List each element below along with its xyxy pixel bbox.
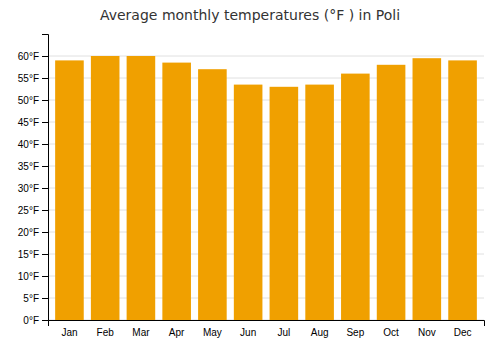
x-tick: Dec [454,327,472,338]
y-tick: 25°F [18,205,48,216]
x-tick-label: Jun [240,327,256,338]
y-tick: 20°F [18,227,48,238]
y-tick-label: 20°F [18,227,39,238]
x-tick: Aug [311,327,329,338]
y-tick: 50°F [18,95,48,106]
bar [305,85,334,320]
x-tick-label: Dec [454,327,472,338]
bar [341,74,370,320]
x-tick: Nov [418,327,436,338]
y-axis: 0°F 5°F 10°F 15°F 20°F 25°F 30°F 35°F 40°F 45°F 50… [18,35,49,326]
x-tick: Oct [383,327,399,338]
y-tick-label: 55°F [18,73,39,84]
x-tick-label: Feb [97,327,115,338]
x-tick-label: Oct [383,327,399,338]
y-tick-mark [42,298,48,299]
y-tick-mark [42,232,48,233]
bar [413,58,442,320]
bar [162,63,191,320]
x-tick-label: Jul [277,327,290,338]
y-tick-label: 25°F [18,205,39,216]
bar [377,65,406,320]
y-tick-label: 40°F [18,139,39,150]
x-tick-label: May [203,327,222,338]
bar [198,69,227,320]
title: Average monthly temperatures (°F ) in Po… [100,7,400,23]
y-tick-mark [42,320,48,321]
y-tick: 60°F [18,51,48,62]
y-tick-label: 0°F [23,315,39,326]
plot: 0°F 5°F 10°F 15°F 20°F 25°F 30°F 35°F 40°F 45°F 50… [18,35,485,339]
y-tick-mark [42,210,48,211]
x-tick: Feb [97,327,115,338]
y-tick-label: 5°F [23,293,39,304]
y-tick-mark [42,144,48,145]
x-tick: Apr [169,327,185,338]
x-tick: Sep [346,327,364,338]
bar [127,56,156,320]
bar [270,87,299,320]
x-tick-label: Sep [346,327,364,338]
y-tick-mark [42,254,48,255]
y-tick-mark [42,78,48,79]
y-tick: 15°F [18,249,48,260]
x-tick: Jan [61,327,77,338]
bar [91,56,120,320]
x-tick: Jul [277,327,290,338]
y-tick-mark [42,276,48,277]
y-tick-label: 35°F [18,161,39,172]
x-tick-label: Nov [418,327,436,338]
x-tick: May [203,327,222,338]
x-tick: Jun [240,327,256,338]
y-tick-label: 10°F [18,271,39,282]
y-tick-label: 15°F [18,249,39,260]
x-axis-line [49,321,485,327]
x-tick-label: Aug [311,327,329,338]
y-tick-mark [42,188,48,189]
y-tick: 35°F [18,161,48,172]
x-tick-label: Mar [132,327,150,338]
y-tick-mark [42,100,48,101]
y-tick: 55°F [18,73,48,84]
y-tick-mark [42,122,48,123]
y-tick: 30°F [18,183,48,194]
bar [55,60,84,320]
x-tick-label: Apr [169,327,185,338]
y-tick-mark [42,56,48,57]
x-tick: Mar [132,327,150,338]
bar [448,60,477,320]
y-tick: 5°F [23,293,48,304]
y-tick-label: 30°F [18,183,39,194]
y-tick: 10°F [18,271,48,282]
bar [234,85,263,320]
grid [48,56,484,320]
y-tick: 0°F [23,315,48,326]
y-tick: 45°F [18,117,48,128]
bars [55,56,477,320]
x-tick-label: Jan [61,327,77,338]
y-tick-label: 45°F [18,117,39,128]
x-axis: Jan Feb Mar Apr May Jun Jul Aug Sep Oct Nov Dec [49,321,485,339]
chart: 0°F 5°F 10°F 15°F 20°F 25°F 30°F 35°F 40°F 45°F 50… [0,0,500,350]
y-tick-mark [42,166,48,167]
y-tick: 40°F [18,139,48,150]
y-tick-label: 60°F [18,51,39,62]
y-tick-label: 50°F [18,95,39,106]
y-axis-line [42,35,49,321]
